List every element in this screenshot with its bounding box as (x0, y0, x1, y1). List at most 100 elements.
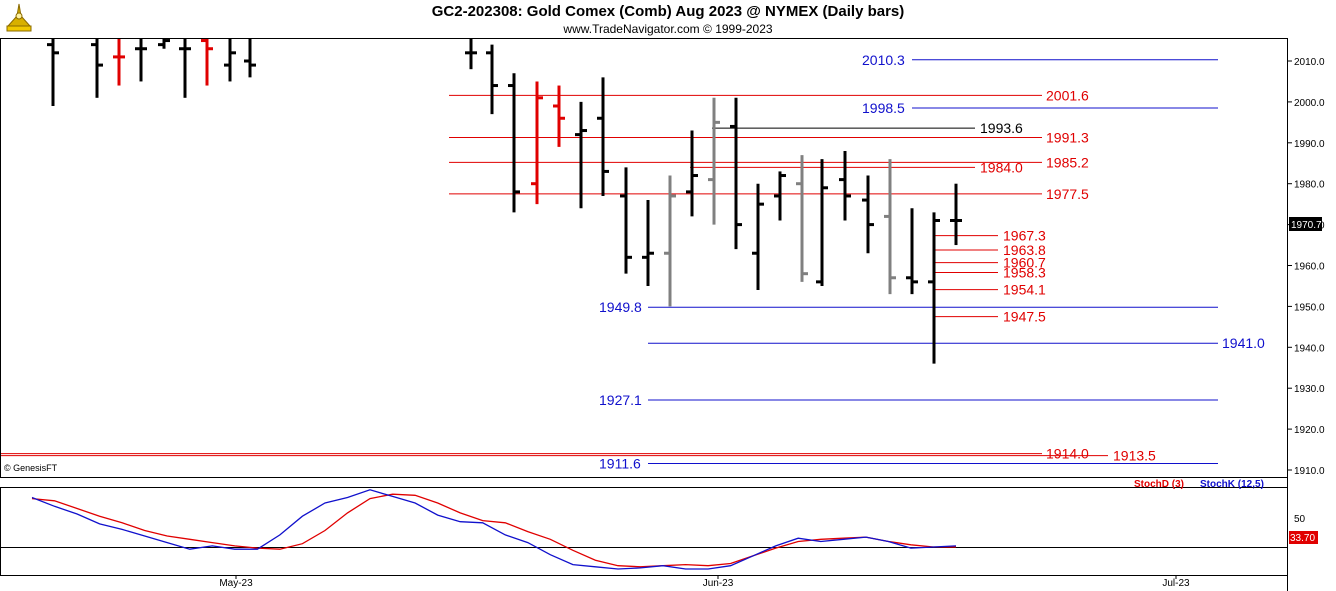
price-level-label: 1991.3 (1046, 129, 1089, 145)
price-level-label: 1914.0 (1046, 446, 1089, 462)
price-bar (906, 208, 918, 295)
price-level-label: 1954.1 (1003, 282, 1046, 298)
stochastic-lines (31, 489, 957, 570)
price-level: 1967.3 (935, 228, 1046, 244)
price-level: 1993.6 (712, 120, 1023, 136)
price-bar (884, 159, 896, 295)
price-level-label: 2001.6 (1046, 87, 1089, 103)
price-level: 1977.5 (449, 186, 1089, 202)
price-level-label: 1949.8 (599, 299, 642, 315)
date-tick-label: May-23 (219, 578, 253, 589)
price-bar (508, 73, 520, 213)
price-bar (752, 183, 764, 291)
price-bar (135, 39, 147, 82)
price-bar (179, 39, 191, 98)
price-level-label: 1947.5 (1003, 309, 1046, 325)
stochd-line (31, 493, 956, 568)
price-bar (113, 39, 125, 86)
last-price-tag: 1970.7 (1291, 220, 1322, 231)
price-level: 1985.2 (449, 154, 1089, 170)
stoch-last-value-bg (1289, 531, 1318, 544)
price-bar (664, 175, 676, 307)
price-bar (928, 212, 940, 364)
price-level: 1913.5 (1, 448, 1156, 464)
price-bar (816, 159, 828, 286)
price-level: 1911.6 (599, 455, 1218, 471)
chart-subtitle: www.TradeNavigator.com © 1999-2023 (563, 22, 773, 36)
price-level: 1927.1 (599, 392, 1218, 408)
copyright-label: © GenesisFT (4, 463, 58, 473)
price-bar (642, 200, 654, 286)
price-bar (553, 85, 565, 147)
price-level-label: 1911.6 (599, 455, 641, 471)
price-tick-label: 1910.0 (1294, 466, 1325, 477)
price-tick-label: 2010.0 (1294, 57, 1325, 68)
price-bar (531, 81, 543, 205)
price-level-label: 1927.1 (599, 392, 642, 408)
price-bar (730, 97, 742, 250)
price-level-label: 1963.8 (1003, 242, 1046, 258)
price-bar (796, 155, 808, 282)
price-level-label: 1967.3 (1003, 228, 1046, 244)
price-level-label: 1977.5 (1046, 186, 1089, 202)
price-level-label: 1998.5 (862, 100, 905, 116)
price-level-label: 1985.2 (1046, 154, 1089, 170)
price-level: 1914.0 (1, 446, 1089, 462)
price-level: 1991.3 (449, 129, 1089, 145)
price-level-label: 1984.0 (980, 159, 1023, 175)
title-bar: GC2-202308: Gold Comex (Comb) Aug 2023 @… (0, 0, 1336, 38)
last-price-tag-bg (1289, 217, 1322, 231)
price-bar (224, 39, 236, 82)
date-tick-label: Jun-23 (703, 578, 734, 589)
price-tick-label: 1950.0 (1294, 302, 1325, 313)
price-level: 1984.0 (690, 159, 1023, 175)
price-level-label: 1941.0 (1222, 335, 1265, 351)
price-bar (201, 39, 213, 86)
price-bar (597, 77, 609, 196)
stochk-line (31, 489, 957, 570)
stoch-tick-50: 50 (1294, 514, 1306, 525)
price-level-label: 1913.5 (1113, 448, 1156, 464)
price-tick-label: 1980.0 (1294, 180, 1325, 191)
price-tick-label: 1960.0 (1294, 262, 1325, 273)
price-level: 1954.1 (935, 282, 1046, 298)
stoch-last-value: 33.70 (1290, 533, 1315, 544)
price-bar (465, 39, 477, 70)
chart-title: GC2-202308: Gold Comex (Comb) Aug 2023 @… (431, 3, 905, 20)
price-bar (158, 39, 170, 49)
legend-stochd: StochD (3) (1134, 479, 1184, 490)
price-bar (91, 39, 103, 98)
price-bar (950, 183, 962, 246)
price-bar (862, 175, 874, 254)
price-axis: 2010.02000.01990.01980.01970.01960.01950… (1287, 57, 1325, 477)
price-tick-label: 1940.0 (1294, 343, 1325, 354)
price-level: 1949.8 (599, 299, 1218, 315)
stochastic-pane[interactable] (0, 487, 1288, 576)
price-level: 1960.7 (935, 255, 1046, 271)
price-bar (47, 39, 59, 106)
date-tick-label: Jul-23 (1162, 578, 1190, 589)
date-axis: May-23 Jun-23 Jul-23 (219, 575, 1190, 589)
price-bar (774, 171, 786, 221)
price-bar (686, 130, 698, 217)
price-tick-label: 1930.0 (1294, 384, 1325, 395)
price-level: 2001.6 (449, 87, 1089, 103)
price-bar (839, 150, 851, 221)
price-level: 1947.5 (935, 309, 1046, 325)
price-level-label: 1993.6 (980, 120, 1023, 136)
price-tick-label: 1920.0 (1294, 425, 1325, 436)
price-bar (620, 167, 632, 274)
price-level: 1998.5 (862, 100, 1218, 116)
trade-navigator-logo-icon (6, 3, 32, 32)
price-bar (486, 44, 498, 115)
price-level: 2010.3 (862, 52, 1218, 68)
price-level: 1958.3 (935, 264, 1046, 280)
price-level: 1941.0 (648, 335, 1265, 351)
bars-layer (47, 39, 962, 364)
price-level-label: 1958.3 (1003, 264, 1046, 280)
price-tick-label: 2000.0 (1294, 98, 1325, 109)
price-tick-label: 1990.0 (1294, 139, 1325, 150)
price-bar (575, 101, 587, 209)
price-level-label: 1960.7 (1003, 255, 1046, 271)
